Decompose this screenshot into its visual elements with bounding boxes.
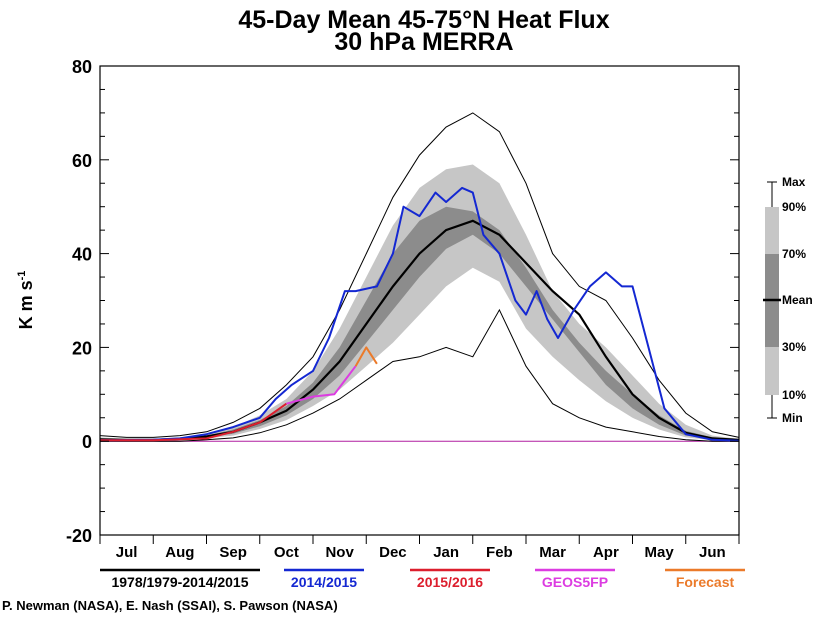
legend-label: Forecast [676, 574, 735, 590]
series-line-geos5fp [286, 365, 357, 405]
key-label: Max [782, 175, 806, 189]
legend-label: 1978/1979-2014/2015 [111, 574, 248, 590]
legend: 1978/1979-2014/2015 2014/2015 2015/2016 GEO… [100, 568, 745, 590]
axes: -20 0 20 40 60 80 Jul Aug Sep Oct Nov Dec Jan Feb Mar A… [66, 57, 740, 561]
y-tick-label: -20 [66, 526, 92, 546]
month-label: Sep [219, 544, 247, 561]
max-line [99, 112, 740, 438]
month-label: Dec [379, 544, 407, 561]
legend-label: 2014/2015 [291, 574, 357, 590]
y-axis-label-main: K m s [16, 280, 36, 329]
band-10-90 [100, 164, 739, 441]
key-label: 30% [782, 340, 806, 354]
month-label: Aug [165, 544, 194, 561]
min-line [100, 308, 739, 442]
key-label: Min [782, 411, 803, 425]
key-label: Mean [782, 293, 813, 307]
series-line-2015-2016 [100, 402, 287, 442]
key-label: 70% [782, 247, 806, 261]
plot-area [99, 112, 740, 442]
key-label: 10% [782, 388, 806, 402]
month-label: Nov [325, 544, 354, 561]
month-label: Jan [433, 544, 459, 561]
series-line-forecast [354, 346, 378, 367]
band-key: Max 90% 70% Mean 30% 10% Min [763, 175, 813, 425]
y-tick-label: 60 [72, 151, 92, 171]
chart-title: 45-Day Mean 45-75°N Heat Flux [238, 6, 609, 34]
y-axis-label: K m s-1 [16, 271, 36, 330]
legend-label: 2015/2016 [417, 574, 483, 590]
y-tick-label: 40 [72, 245, 92, 265]
month-label: Jul [116, 544, 138, 561]
y-tick-label: 20 [72, 338, 92, 358]
series-line-2014-2015 [99, 186, 740, 442]
key-label: 90% [782, 200, 806, 214]
month-label: May [645, 544, 675, 561]
legend-label: GEOS5FP [542, 574, 608, 590]
month-label: Mar [539, 544, 566, 561]
chart-subtitle: 30 hPa MERRA [334, 28, 513, 56]
credit-text: P. Newman (NASA), E. Nash (SSAI), S. Paw… [2, 598, 338, 613]
mean-line [99, 219, 740, 441]
month-label: Jun [699, 544, 726, 561]
y-tick-label: 80 [72, 57, 92, 77]
y-tick-label: 0 [82, 432, 92, 452]
month-label: Oct [274, 544, 299, 561]
y-axis-label-exponent: -1 [16, 271, 28, 281]
month-label: Feb [486, 544, 513, 561]
month-label: Apr [593, 544, 619, 561]
